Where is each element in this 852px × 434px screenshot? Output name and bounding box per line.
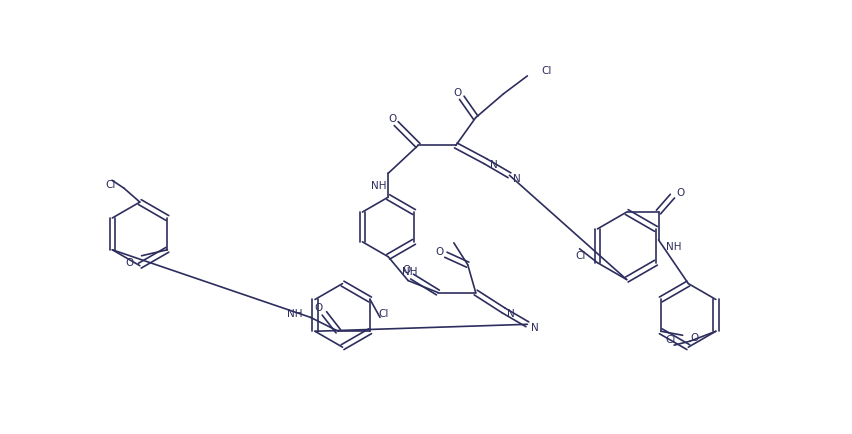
Text: O: O [435, 246, 444, 256]
Text: N: N [508, 309, 515, 319]
Text: O: O [125, 257, 134, 267]
Text: NH: NH [402, 266, 417, 276]
Text: N: N [532, 322, 539, 332]
Text: O: O [691, 332, 699, 342]
Text: NH: NH [666, 241, 682, 251]
Text: Cl: Cl [106, 180, 116, 190]
Text: Cl: Cl [541, 66, 551, 76]
Text: O: O [389, 113, 396, 123]
Text: O: O [453, 88, 462, 98]
Text: NH: NH [371, 181, 386, 191]
Text: N: N [490, 160, 498, 170]
Text: Cl: Cl [575, 250, 585, 260]
Text: NH: NH [287, 309, 302, 319]
Text: N: N [514, 174, 521, 184]
Text: O: O [402, 264, 411, 274]
Text: O: O [676, 188, 685, 198]
Text: Cl: Cl [665, 335, 676, 345]
Text: O: O [314, 303, 323, 312]
Text: Cl: Cl [378, 309, 389, 319]
